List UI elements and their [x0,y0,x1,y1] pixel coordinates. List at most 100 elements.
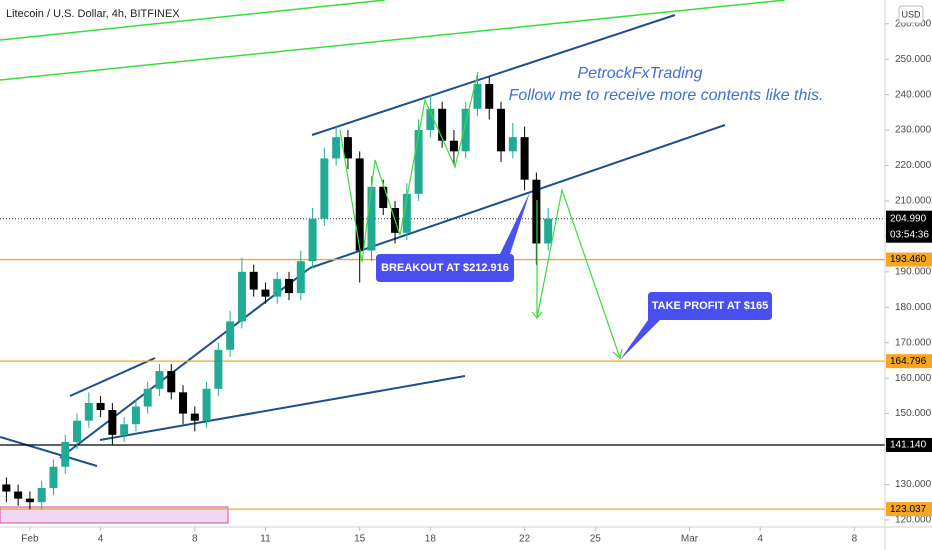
candle-body [179,392,188,414]
trend-line [69,357,156,397]
x-tick-label: Feb [21,534,39,545]
currency[interactable]: USD [901,9,921,19]
countdown: 03:54:36 [890,229,929,240]
breakout-label: BREAKOUT AT $212.916 [381,262,509,274]
callout [376,192,530,282]
x-tick-label: 8 [852,534,858,545]
x-tick-label: 25 [590,534,602,545]
candle-body [120,424,129,435]
y-tick-label: 130.000 [895,479,932,490]
level-label: 193.460 [890,254,927,265]
level-label-box [886,437,932,452]
candle-body [249,271,258,290]
y-tick-label: 150.000 [895,408,932,419]
y-tick-label: 170.000 [895,337,932,348]
level-label-box [886,502,932,517]
candle-body [473,83,482,109]
trend-line [0,436,98,467]
x-axis: Feb 4 8 11 15 18 22 25 Mar 4 8 [21,527,858,545]
swing-path [339,71,479,263]
highlight-zone [0,506,229,524]
candle-body [214,349,223,389]
x-tick-label: 22 [519,534,531,545]
candle-body [37,488,46,503]
candle-body [461,108,470,152]
y-tick-label: 230.000 [895,125,932,136]
y-tick-label: 120.000 [895,515,932,526]
trend-line [0,0,386,41]
x-tick-label: 8 [192,534,198,545]
candle-body [343,137,352,159]
candle-body [25,498,34,503]
candle-body [108,410,117,435]
tagline: Follow me to receive more contents like … [509,87,824,104]
candle-body [167,371,176,393]
candles [2,73,553,510]
level-label: 164.796 [890,356,927,367]
currency-button[interactable] [898,5,924,24]
candle-body [367,186,376,251]
y-tick-label: 210.000 [895,196,932,207]
candle-body [497,108,506,152]
candle-body [96,402,105,411]
candle-body [2,484,11,492]
x-tick-label: 4 [98,534,104,545]
trend-line [311,14,676,136]
current-price-label: 204.990 [890,213,927,224]
candle-body [402,193,411,233]
trend-line [59,267,311,459]
take-profit-label: TAKE PROFIT AT $165 [652,300,769,312]
candle-body [73,420,82,442]
candle-body [296,261,305,294]
candle-body [449,140,458,152]
x-tick-label: 15 [354,534,366,545]
y-tick-label: 180.000 [895,302,932,313]
trend-line [99,375,466,441]
candle-body [237,271,246,322]
candle-body [355,158,364,251]
arrows [339,71,623,360]
candle-body [155,371,164,389]
trend-line [309,124,726,269]
callout [620,292,772,360]
price-labels: 193.460 164.796 141.140 123.037 204.990 03:54… [886,210,932,517]
candle-body [520,137,529,180]
candle-body [226,321,235,350]
y-tick-label: 260.000 [895,18,932,29]
x-tick-label: 4 [757,534,763,545]
current-price-box [886,210,932,243]
candle-body [143,388,152,407]
level-label-box [886,252,932,267]
arrow-head [531,311,543,319]
level-label: 141.140 [890,440,927,451]
y-tick-label: 240.000 [895,89,932,100]
candle-body [61,441,70,467]
candle-body [84,402,93,421]
chart-title: Litecoin / U.S. Dollar, 4h, BITFINEX [6,8,180,20]
x-tick-label: 18 [425,534,437,545]
candle-body [49,466,58,489]
y-tick-label: 250.000 [895,54,932,65]
author: PetrockFxTrading [577,65,702,82]
levels [0,218,885,510]
candle-body [131,406,140,425]
x-tick-label: 11 [260,534,271,545]
trend-line [0,0,786,81]
candle-body [273,278,282,297]
candle-body [508,137,517,152]
candle-body [320,158,329,219]
candle-body [308,218,317,262]
candle-body [544,218,553,244]
candle-body [332,137,341,159]
y-tick-label: 190.000 [895,266,932,277]
candle-body [202,388,211,421]
candle-body [414,130,423,194]
y-tick-label: 160.000 [895,373,932,384]
projection-path [536,187,621,359]
candle-body [14,491,23,499]
candle-body [190,413,199,421]
candle-body [532,179,541,244]
candle-body [426,108,435,131]
x-tick-label: Mar [681,534,699,545]
